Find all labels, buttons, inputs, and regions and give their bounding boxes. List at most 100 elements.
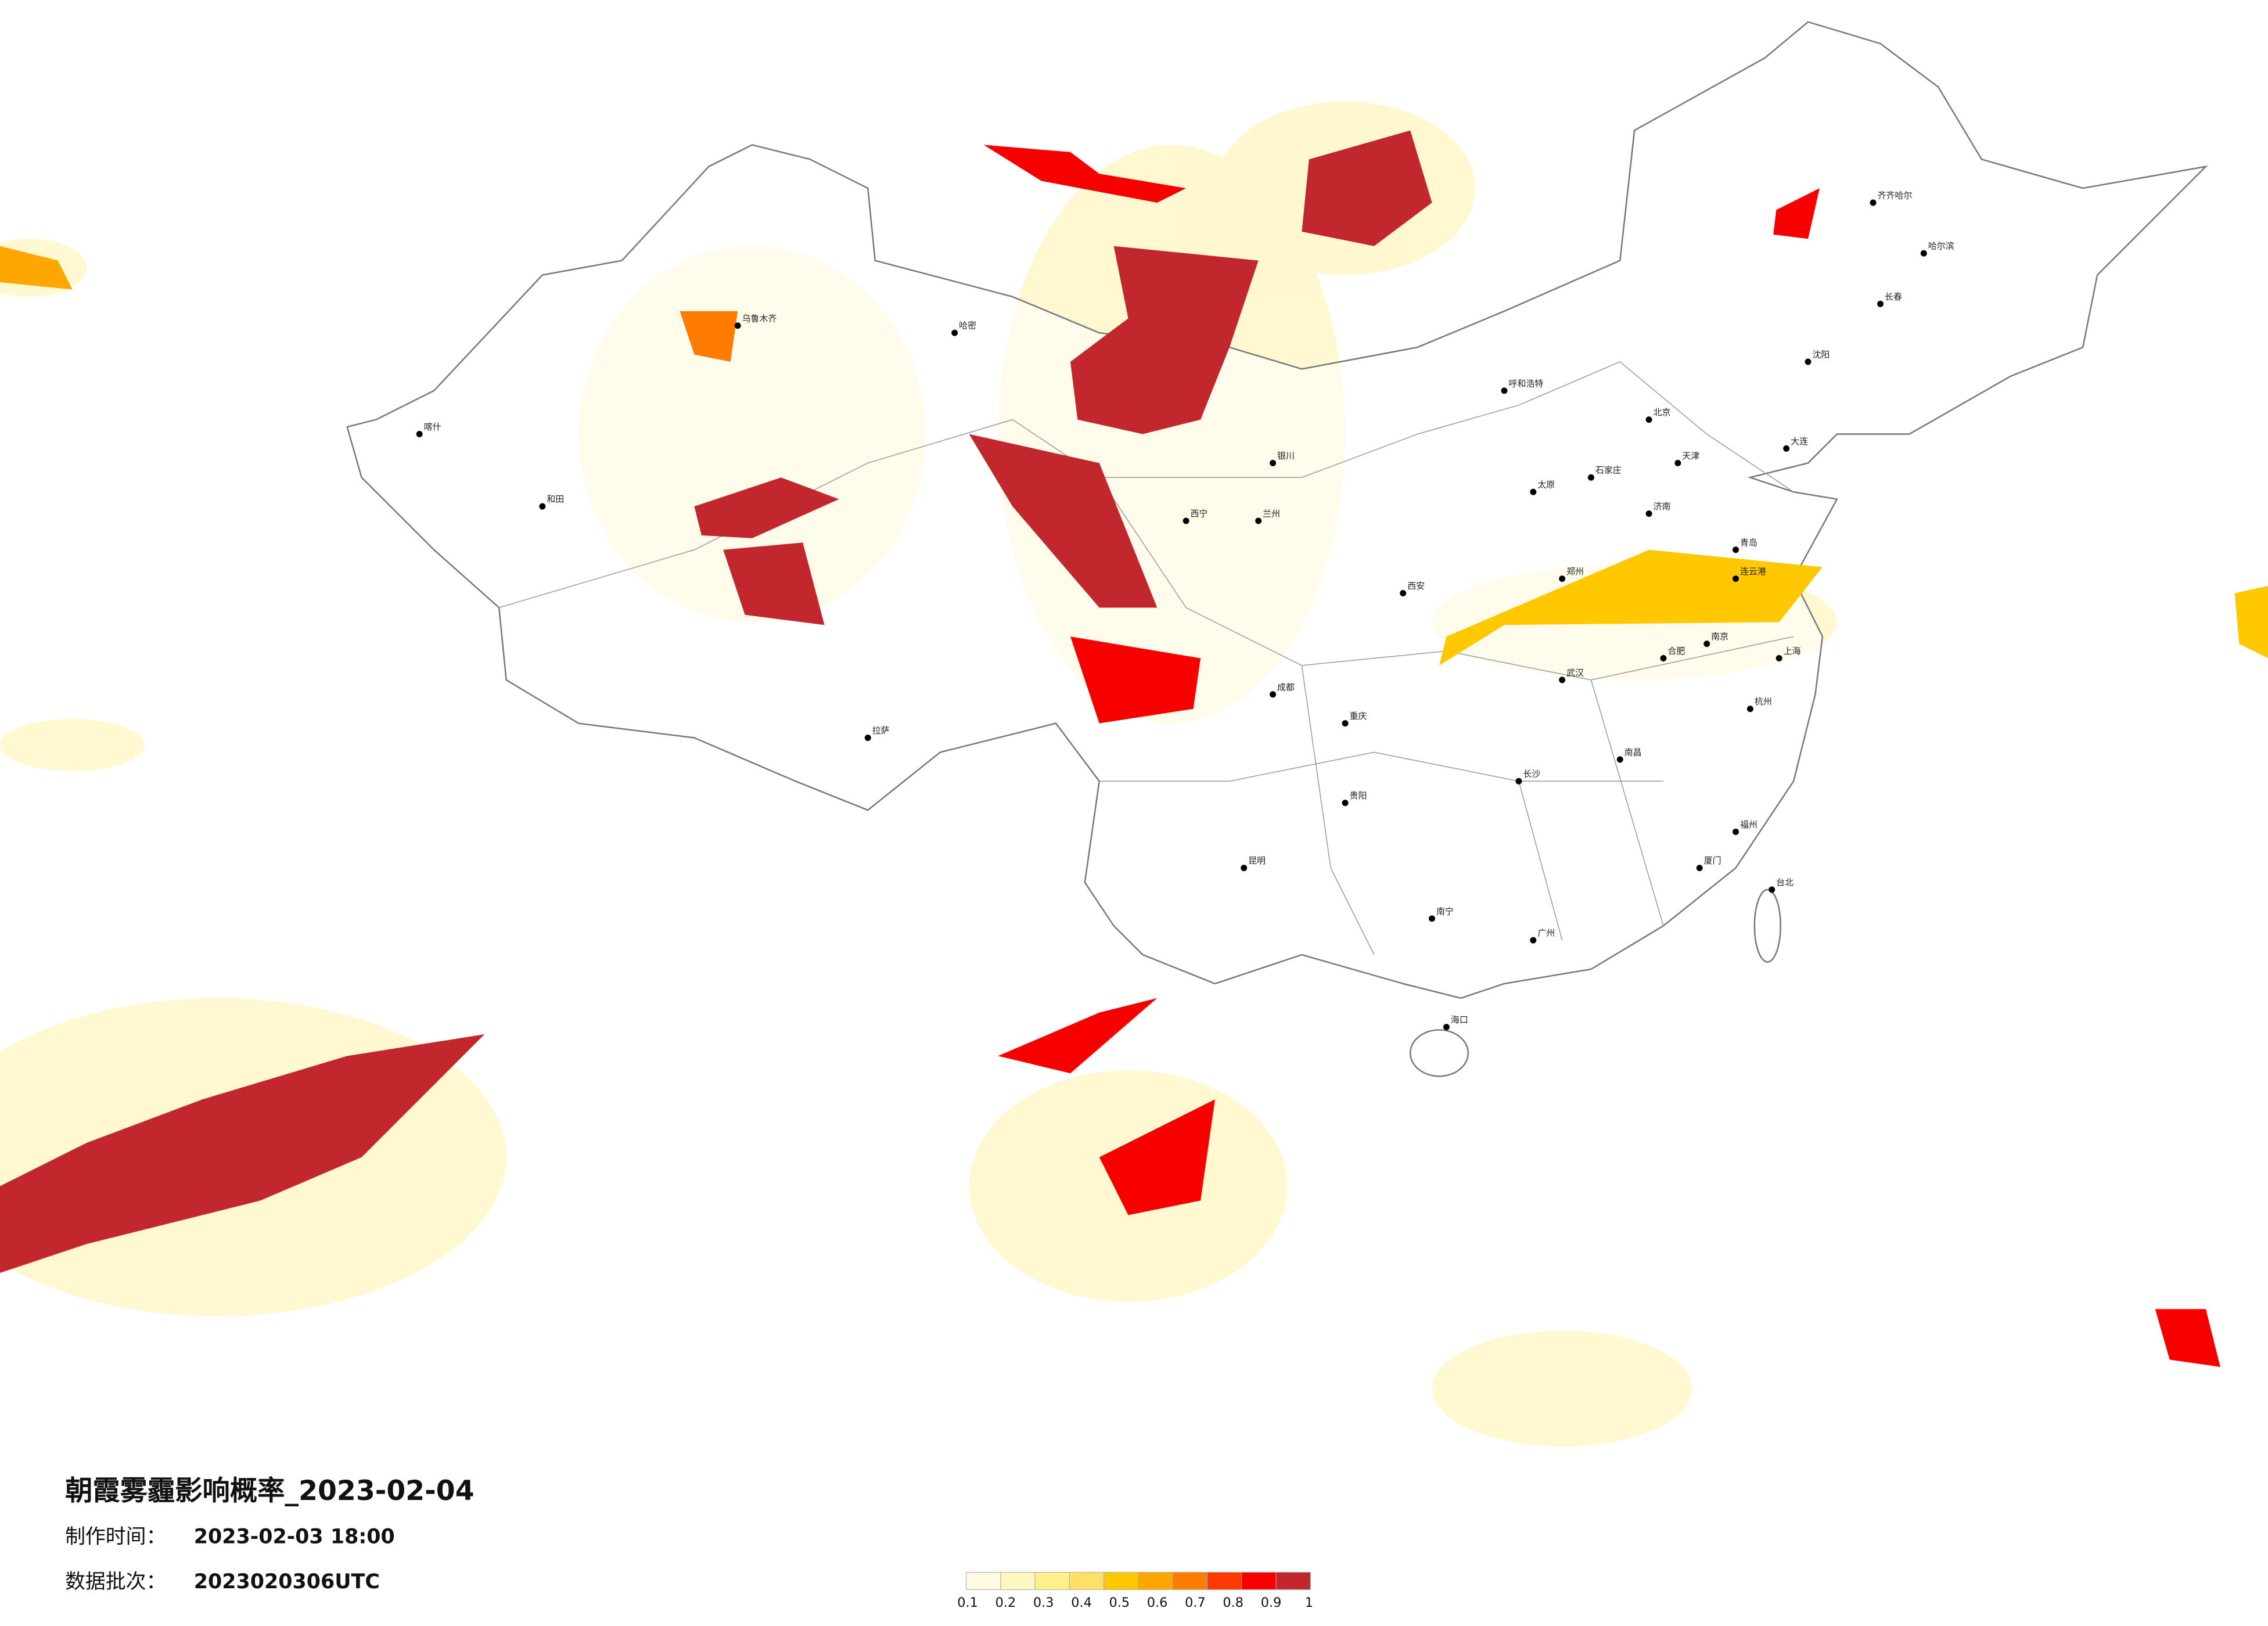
- city-dot: [1429, 915, 1436, 922]
- city-dot: [1255, 517, 1262, 524]
- title: 朝霞雾霾影响概率_2023-02-04: [65, 1475, 475, 1507]
- city-label: 天津: [1682, 451, 1699, 461]
- legend-tick-label: 0.1: [957, 1595, 978, 1610]
- city-label: 太原: [1537, 480, 1555, 490]
- city-label: 武汉: [1566, 667, 1584, 678]
- legend-tick-label: 0.8: [1223, 1595, 1243, 1610]
- legend-tick-label: 1: [1305, 1595, 1313, 1610]
- city-label: 大连: [1791, 436, 1808, 447]
- city-label: 海口: [1451, 1015, 1468, 1025]
- city-dot: [1703, 641, 1710, 647]
- legend-tick-label: 0.4: [1071, 1595, 1092, 1610]
- city-dot: [539, 503, 546, 510]
- city-dot: [1746, 706, 1753, 713]
- city-label: 兰州: [1263, 508, 1280, 519]
- city-dot: [1733, 546, 1739, 553]
- legend-swatch: [1104, 1571, 1139, 1590]
- batch-value: 2023020306UTC: [194, 1570, 380, 1593]
- city-label: 台北: [1776, 877, 1793, 888]
- city-label: 北京: [1654, 407, 1671, 418]
- city-dot: [1775, 655, 1782, 662]
- city-dot: [1805, 358, 1811, 365]
- taiwan: [1753, 888, 1781, 963]
- city-label: 南京: [1711, 631, 1728, 642]
- legend-tick-label: 0.7: [1185, 1595, 1206, 1610]
- legend-swatch: [1034, 1571, 1070, 1590]
- city-dot: [416, 431, 423, 437]
- city-label: 厦门: [1704, 855, 1721, 866]
- city-dot: [1400, 589, 1407, 596]
- legend-swatch: [1000, 1571, 1036, 1590]
- legend-tick-label: 0.9: [1261, 1595, 1282, 1610]
- city-label: 齐齐哈尔: [1878, 190, 1913, 201]
- city-label: 西安: [1407, 581, 1425, 591]
- city-label: 昆明: [1248, 855, 1266, 866]
- city-dot: [734, 322, 741, 329]
- city-label: 上海: [1784, 646, 1801, 656]
- city-dot: [1783, 445, 1790, 452]
- city-dot: [1769, 886, 1775, 893]
- city-dot: [1443, 1024, 1450, 1031]
- legend-tick-label: 0.5: [1109, 1595, 1130, 1610]
- city-label: 喀什: [424, 422, 441, 432]
- city-label: 和田: [547, 494, 564, 505]
- city-label: 南宁: [1436, 906, 1454, 916]
- city-dot: [1733, 575, 1739, 582]
- city-dot: [1660, 655, 1667, 662]
- city-dot: [1616, 756, 1623, 763]
- city-label: 青岛: [1740, 537, 1757, 548]
- city-label: 长春: [1885, 292, 1902, 302]
- city-label: 银川: [1277, 451, 1295, 461]
- city-dot: [1342, 720, 1349, 727]
- legend-swatch: [1069, 1571, 1105, 1590]
- city-label: 贵阳: [1350, 790, 1367, 801]
- city-label: 长沙: [1523, 769, 1540, 779]
- city-label: 济南: [1654, 501, 1671, 512]
- city-dot: [1920, 250, 1927, 257]
- city-dot: [1587, 474, 1594, 481]
- city-label: 石家庄: [1595, 465, 1622, 476]
- city-label: 连云港: [1740, 566, 1766, 577]
- made-time-value: 2023-02-03 18:00: [194, 1526, 395, 1549]
- city-dot: [1501, 387, 1508, 394]
- city-dot: [1270, 691, 1277, 698]
- city-label: 拉萨: [872, 725, 890, 736]
- city-dot: [1645, 510, 1652, 517]
- haze-core: [0, 130, 2268, 1367]
- city-label: 杭州: [1755, 696, 1772, 707]
- city-label: 成都: [1277, 682, 1295, 692]
- city-dot: [1342, 800, 1349, 807]
- city-label: 哈尔滨: [1928, 241, 1954, 251]
- city-dot: [1733, 828, 1739, 835]
- city-label: 哈密: [959, 321, 976, 331]
- legend-tick-label: 0.3: [1033, 1595, 1054, 1610]
- city-dot: [1270, 459, 1277, 466]
- legend-swatch: [1172, 1571, 1208, 1590]
- legend-swatch: [1138, 1571, 1173, 1590]
- city-dot: [1515, 778, 1522, 785]
- city-label: 合肥: [1667, 646, 1685, 656]
- city-dot: [951, 329, 958, 336]
- city-label: 乌鲁木齐: [742, 313, 777, 323]
- city-label: 郑州: [1566, 566, 1584, 577]
- city-label: 广州: [1537, 928, 1555, 938]
- china-outline: [346, 21, 2208, 999]
- batch-label: 数据批次：: [65, 1570, 166, 1593]
- city-dot: [864, 735, 871, 741]
- city-dot: [1530, 937, 1537, 944]
- legend-swatch: [1275, 1571, 1311, 1590]
- city-label: 福州: [1740, 819, 1757, 830]
- hainan: [1409, 1029, 1469, 1077]
- legend-swatch: [1241, 1571, 1277, 1590]
- city-dot: [1674, 459, 1681, 466]
- city-dot: [1559, 677, 1566, 684]
- city-dot: [1559, 575, 1566, 582]
- city-dot: [1241, 865, 1248, 872]
- city-label: 呼和浩特: [1509, 378, 1544, 388]
- city-dot: [1182, 517, 1189, 524]
- made-time-label: 制作时间：: [65, 1526, 166, 1549]
